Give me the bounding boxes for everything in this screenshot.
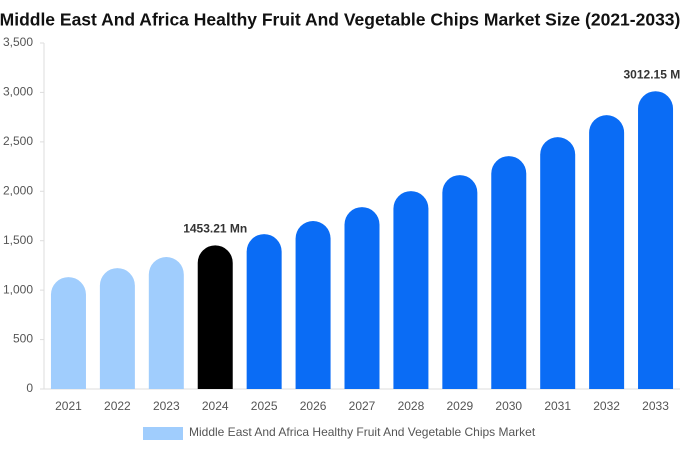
value-label: 3012.15 Mn xyxy=(624,67,680,81)
x-tick-label: 2029 xyxy=(446,399,473,413)
x-tick-label: 2031 xyxy=(544,399,571,413)
y-tick-label: 500 xyxy=(13,332,33,346)
x-tick-label: 2028 xyxy=(398,399,425,413)
x-tick-label: 2024 xyxy=(202,399,229,413)
x-tick-label: 2026 xyxy=(300,399,327,413)
bar xyxy=(442,175,478,389)
y-tick-label: 3,000 xyxy=(3,85,33,99)
bar xyxy=(50,277,86,389)
value-label: 1453.21 Mn xyxy=(183,222,247,236)
legend-label: Middle East And Africa Healthy Fruit And… xyxy=(189,425,536,439)
bar xyxy=(344,207,380,389)
legend-swatch xyxy=(143,427,183,440)
x-tick-label: 2033 xyxy=(642,399,669,413)
bar xyxy=(246,234,282,389)
bar xyxy=(197,245,233,389)
bar xyxy=(491,156,527,389)
x-tick-label: 2025 xyxy=(251,399,278,413)
chart-title: Middle East And Africa Healthy Fruit And… xyxy=(0,10,680,30)
bar xyxy=(540,137,576,389)
x-tick-label: 2022 xyxy=(104,399,131,413)
y-tick-label: 0 xyxy=(26,381,33,395)
y-tick-label: 1,500 xyxy=(3,233,33,247)
x-tick-label: 2027 xyxy=(349,399,376,413)
x-tick-label: 2021 xyxy=(55,399,82,413)
bar xyxy=(148,257,184,389)
x-tick-label: 2023 xyxy=(153,399,180,413)
bar xyxy=(589,115,625,389)
y-tick-label: 3,500 xyxy=(3,35,33,49)
bar xyxy=(99,268,135,389)
bar xyxy=(295,221,331,389)
x-tick-label: 2032 xyxy=(593,399,620,413)
x-tick-label: 2030 xyxy=(495,399,522,413)
bar xyxy=(393,191,429,389)
bar xyxy=(638,91,674,390)
y-tick-label: 1,000 xyxy=(3,282,33,296)
y-tick-label: 2,500 xyxy=(3,134,33,148)
y-tick-label: 2,000 xyxy=(3,183,33,197)
